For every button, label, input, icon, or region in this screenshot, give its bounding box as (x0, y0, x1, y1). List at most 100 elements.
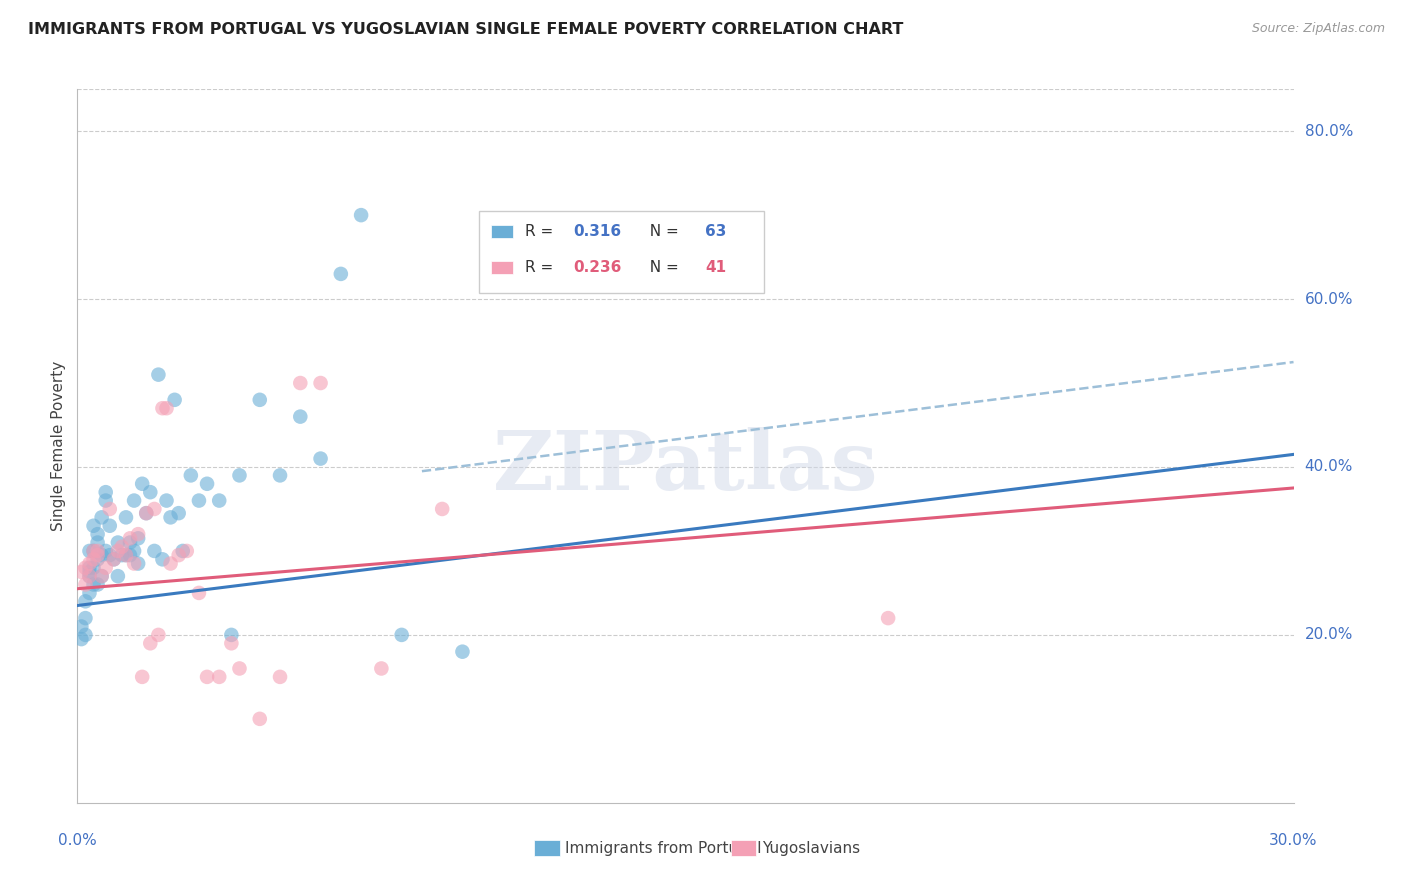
Point (115, 548, 138, 562)
Text: 60.0%: 60.0% (1305, 292, 1353, 307)
Point (75, 611, 97, 625)
Point (79, 544, 101, 558)
Point (370, 661, 392, 675)
Text: R =: R = (524, 260, 558, 275)
Point (103, 552, 125, 566)
Point (877, 611, 900, 625)
Bar (491, 261, 513, 274)
Point (122, 557, 145, 571)
FancyBboxPatch shape (478, 211, 765, 293)
Point (79, 586, 101, 600)
Point (176, 544, 198, 558)
Point (195, 670, 218, 684)
Point (122, 493, 145, 508)
Text: 80.0%: 80.0% (1305, 124, 1353, 138)
Point (118, 548, 141, 562)
Text: 0.0%: 0.0% (58, 833, 97, 848)
Point (350, 208, 373, 222)
Text: ZIPatlas: ZIPatlas (492, 427, 879, 508)
Point (155, 493, 177, 508)
Point (309, 376, 332, 390)
Point (221, 628, 243, 642)
Point (172, 544, 194, 558)
Text: Yugoslavians: Yugoslavians (762, 841, 860, 855)
Point (152, 401, 174, 416)
Text: 20.0%: 20.0% (1305, 627, 1353, 642)
Point (94, 485, 117, 500)
Point (139, 636, 162, 650)
Point (143, 502, 166, 516)
Point (107, 535, 129, 549)
Text: N =: N = (640, 260, 685, 275)
Point (269, 468, 291, 483)
Point (159, 557, 181, 571)
Point (180, 468, 202, 483)
Point (118, 532, 141, 546)
Point (269, 670, 291, 684)
Point (329, 267, 352, 281)
Point (83, 544, 105, 558)
Point (148, 628, 170, 642)
Point (127, 532, 149, 546)
Point (83, 544, 105, 558)
Text: 30.0%: 30.0% (1270, 833, 1317, 848)
Point (228, 468, 250, 483)
Bar (491, 226, 513, 238)
Point (195, 476, 218, 491)
Point (90, 548, 112, 562)
Point (83, 560, 105, 574)
Point (90, 569, 112, 583)
Text: 63: 63 (704, 225, 727, 239)
Point (86, 552, 108, 566)
Point (79, 560, 101, 574)
Text: 40.0%: 40.0% (1305, 459, 1353, 475)
Point (70, 632, 93, 646)
Point (75, 628, 97, 642)
Point (83, 552, 105, 566)
Point (188, 493, 211, 508)
Point (131, 476, 153, 491)
Point (139, 485, 162, 500)
Point (98, 518, 121, 533)
Point (103, 552, 125, 566)
Point (249, 392, 271, 407)
Point (143, 544, 166, 558)
Point (122, 544, 145, 558)
Point (75, 560, 97, 574)
Point (167, 548, 190, 562)
Point (131, 670, 153, 684)
Point (135, 506, 157, 520)
Point (98, 548, 121, 562)
Point (107, 569, 129, 583)
Point (75, 594, 97, 608)
Y-axis label: Single Female Poverty: Single Female Poverty (51, 361, 66, 531)
Text: Immigrants from Portugal: Immigrants from Portugal (565, 841, 762, 855)
Point (290, 409, 312, 424)
Text: 41: 41 (704, 260, 725, 275)
Text: N =: N = (640, 225, 685, 239)
Point (107, 544, 129, 558)
Point (167, 506, 190, 520)
Point (451, 645, 474, 659)
Point (83, 518, 105, 533)
Point (249, 712, 271, 726)
Point (309, 451, 332, 466)
Point (159, 510, 181, 524)
Text: Source: ZipAtlas.com: Source: ZipAtlas.com (1251, 22, 1385, 36)
Point (188, 586, 211, 600)
Point (86, 544, 108, 558)
Point (79, 565, 101, 579)
Point (94, 560, 117, 574)
Point (391, 628, 413, 642)
Point (75, 577, 97, 591)
Point (228, 661, 250, 675)
Point (98, 502, 121, 516)
Text: 0.316: 0.316 (574, 225, 621, 239)
Text: R =: R = (524, 225, 558, 239)
Text: 0.236: 0.236 (574, 260, 621, 275)
Point (152, 552, 174, 566)
Text: IMMIGRANTS FROM PORTUGAL VS YUGOSLAVIAN SINGLE FEMALE POVERTY CORRELATION CHART: IMMIGRANTS FROM PORTUGAL VS YUGOSLAVIAN … (28, 22, 904, 37)
Point (430, 502, 453, 516)
Point (118, 535, 141, 549)
Point (86, 535, 108, 549)
